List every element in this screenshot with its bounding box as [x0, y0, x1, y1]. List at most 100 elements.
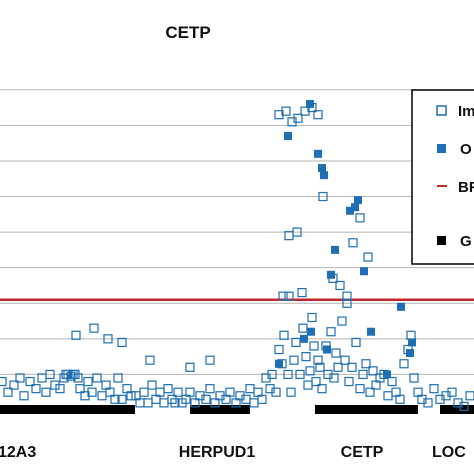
- data-point-open: [295, 369, 305, 380]
- data-point-open: [117, 394, 127, 404]
- data-point-filled: [275, 359, 283, 368]
- data-point-filled: [397, 302, 405, 311]
- data-point-open: [185, 362, 195, 372]
- data-point-open: [383, 391, 393, 401]
- data-point-open: [395, 394, 405, 404]
- data-point-open: [41, 387, 51, 397]
- data-point-open: [87, 387, 97, 397]
- data-point-filled: [354, 196, 362, 205]
- gene-label-herpud1: HERPUD1: [179, 444, 256, 461]
- data-point-open: [333, 362, 343, 372]
- data-point-open: [309, 341, 319, 351]
- data-point-filled: [351, 203, 359, 212]
- data-point-open: [205, 355, 215, 365]
- data-point-open: [335, 280, 345, 291]
- chart-title: CETP: [165, 23, 210, 42]
- gene-bar: [0, 405, 135, 414]
- data-point-open: [344, 376, 354, 387]
- data-point-open: [31, 384, 41, 394]
- data-point-open: [355, 213, 365, 223]
- data-point-open: [387, 376, 397, 387]
- data-point-open: [311, 376, 321, 387]
- data-point-open: [105, 387, 115, 397]
- data-point-open: [303, 380, 313, 390]
- data-point-open: [315, 362, 325, 372]
- data-point-open: [297, 287, 307, 298]
- data-point-open: [63, 369, 73, 380]
- data-point-open: [139, 387, 149, 397]
- data-point-open: [37, 373, 47, 383]
- data-point-open: [55, 384, 65, 394]
- data-point-open: [337, 316, 347, 326]
- data-point-open: [342, 291, 352, 301]
- data-point-open: [317, 384, 327, 394]
- data-point-open: [159, 398, 169, 408]
- data-point-open: [185, 387, 195, 397]
- data-point-open: [267, 369, 277, 380]
- data-point-open: [117, 337, 127, 347]
- legend-gene-block-icon: [437, 236, 446, 245]
- legend-filled-square-icon: [437, 144, 446, 153]
- data-point-filled: [323, 345, 331, 354]
- data-point-open: [368, 366, 378, 376]
- data-point-open: [340, 355, 350, 365]
- gene-bar: [315, 405, 418, 414]
- data-point-filled: [300, 334, 308, 343]
- data-point-open: [92, 373, 102, 383]
- data-point-open: [145, 355, 155, 365]
- data-point-open: [298, 323, 308, 333]
- data-point-open: [126, 391, 136, 401]
- gene-track: [0, 405, 474, 414]
- data-point-open: [423, 398, 433, 408]
- data-point-open: [286, 387, 296, 397]
- data-point-open: [75, 384, 85, 394]
- data-point-open: [274, 344, 284, 355]
- data-point-open: [278, 291, 288, 301]
- data-point-open: [326, 327, 336, 337]
- legend-label-o: O: [460, 141, 472, 158]
- data-point-open: [71, 330, 81, 340]
- data-point-open: [9, 380, 19, 390]
- data-point-open: [429, 384, 439, 394]
- data-point-open: [279, 330, 289, 340]
- data-point-open: [257, 394, 267, 404]
- data-point-filled: [284, 132, 292, 141]
- data-point-open: [113, 373, 123, 383]
- data-point-filled: [331, 245, 339, 254]
- data-point-open: [143, 398, 153, 408]
- data-point-open: [205, 384, 215, 394]
- data-point-open: [210, 398, 220, 408]
- data-point-open: [3, 387, 13, 397]
- data-point-open: [313, 355, 323, 365]
- data-point-open: [365, 387, 375, 397]
- points-layer: [0, 100, 474, 412]
- legend-label-g: G: [460, 233, 472, 250]
- data-point-open: [329, 373, 339, 383]
- data-point-filled: [318, 164, 326, 173]
- data-point-open: [347, 362, 357, 372]
- data-point-open: [355, 384, 365, 394]
- data-point-open: [245, 384, 255, 394]
- data-point-open: [293, 113, 303, 123]
- data-point-open: [289, 355, 299, 365]
- data-point-open: [15, 373, 25, 383]
- legend-box: [411, 89, 474, 265]
- data-point-open: [201, 394, 211, 404]
- data-point-open: [351, 337, 361, 347]
- data-point-open: [305, 366, 315, 376]
- data-point-open: [281, 106, 291, 116]
- data-point-open: [190, 398, 200, 408]
- gene-label-cetp: CETP: [341, 444, 384, 461]
- data-point-open: [342, 298, 352, 308]
- data-point-open: [0, 376, 7, 387]
- data-point-filled: [346, 206, 354, 215]
- data-point-open: [83, 376, 93, 387]
- data-point-open: [318, 191, 328, 202]
- data-point-open: [147, 380, 157, 390]
- data-point-open: [225, 387, 235, 397]
- data-point-open: [19, 391, 29, 401]
- data-point-open: [163, 384, 173, 394]
- data-point-open: [406, 330, 416, 340]
- data-point-open: [291, 337, 301, 347]
- data-point-open: [447, 387, 457, 397]
